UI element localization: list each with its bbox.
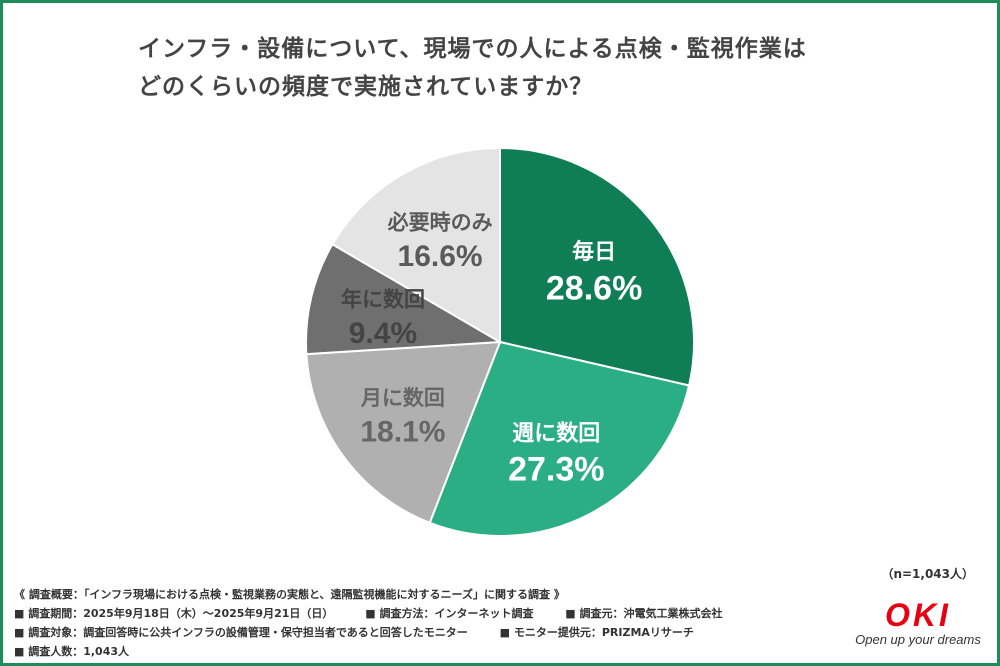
logo-tagline: Open up your dreams (855, 632, 981, 647)
survey-count: ■ 調査人数：1,043人 (14, 645, 130, 658)
slice-label-3: 年に数回 (341, 287, 425, 311)
survey-target: ■ 調査対象：調査回答時に公共インフラの設備管理・保守担当者であると回答したモニ… (14, 626, 468, 639)
survey-source: ■ 調査元：沖電気工業株式会社 (565, 607, 723, 620)
slice-value-2: 18.1% (360, 416, 445, 449)
slice-value-3: 9.4% (349, 317, 417, 350)
survey-period: ■ 調査期間：2025年9月18日（木）〜2025年9月21日（日） (14, 607, 334, 620)
pie-slice-4 (331, 146, 501, 344)
sample-size: （n=1,043人） (881, 567, 974, 581)
oki-logo: OKI Open up your dreams (848, 597, 988, 647)
survey-overview: 《 調査概要：「インフラ現場における点検・監視業務の実態と、遠隔監視機能に対する… (14, 588, 565, 601)
slice-label-0: 毎日 (572, 240, 616, 265)
logo-wordmark: OKI (885, 597, 951, 633)
pie-slice-3 (305, 242, 504, 356)
title-line-1: インフラ・設備について、現場での人による点検・監視作業は (138, 36, 807, 62)
pie-slice-2 (305, 340, 502, 525)
title-line-2: どのくらいの頻度で実施されていますか？ (138, 74, 594, 100)
slice-label-1: 週に数回 (512, 420, 600, 446)
slice-value-0: 28.6% (546, 269, 642, 307)
survey-row-2: ■ 調査対象：調査回答時に公共インフラの設備管理・保守担当者であると回答したモニ… (14, 623, 814, 642)
slice-value-4: 16.6% (398, 240, 483, 273)
slice-label-4: 必要時のみ (388, 211, 493, 235)
survey-row-1: ■ 調査期間：2025年9月18日（木）〜2025年9月21日（日） ■ 調査方… (14, 604, 814, 623)
slice-value-1: 27.3% (508, 451, 604, 489)
survey-provider: ■ モニター提供元：PRIZMAリサーチ (499, 626, 694, 639)
pie-slice-0 (499, 146, 695, 387)
survey-footer: 《 調査概要：「インフラ現場における点検・監視業務の実態と、遠隔監視機能に対する… (14, 585, 814, 661)
survey-method: ■ 調査方法：インターネット調査 (365, 607, 534, 620)
pie-slice-1 (428, 340, 691, 537)
chart-title: インフラ・設備について、現場での人による点検・監視作業は どのくらいの頻度で実施… (138, 30, 898, 106)
slice-label-2: 月に数回 (360, 386, 445, 410)
